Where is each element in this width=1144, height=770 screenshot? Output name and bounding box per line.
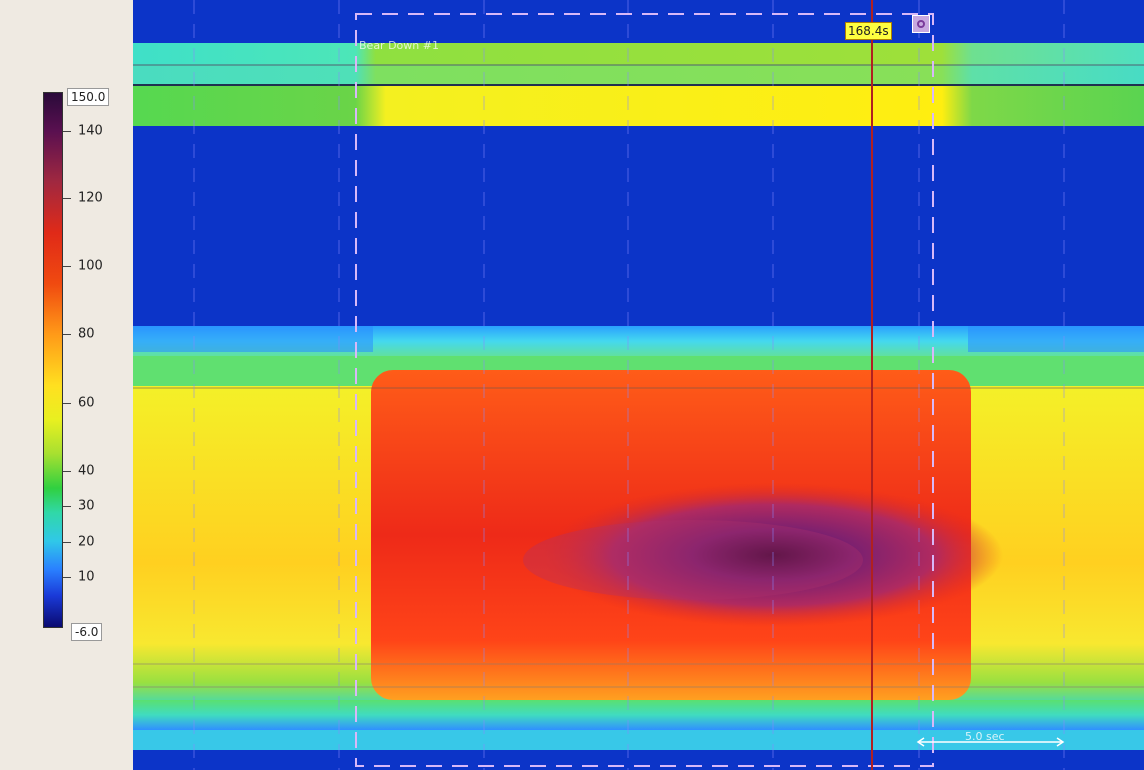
colorbar-tick [63,402,71,404]
event-handle-icon[interactable] [912,15,930,33]
colorbar-tick-label: 30 [78,498,95,514]
colorbar-min-label[interactable]: -6.0 [71,623,103,641]
scale-bar-label: 5.0 sec [965,730,1005,743]
pressure-heatmap[interactable] [133,0,1144,770]
colorbar-tick-label: 20 [78,534,95,550]
colorbar-tick [63,577,71,579]
sensor-band-3 [133,86,1144,126]
colorbar-max-label[interactable]: 150.0 [67,88,110,106]
scale-bar-arrow-right [1056,737,1065,747]
band-highlight-left [133,326,373,352]
colorbar-tick [63,130,71,132]
event-region-box[interactable] [355,13,934,767]
colorbar-tick-label: 140 [78,123,103,139]
circle-icon [917,20,925,28]
colorbar-tick-label: 40 [78,463,95,479]
sensor-band-2 [133,65,1144,84]
scale-bar-arrow-left [916,737,925,747]
colorbar-gradient [43,92,63,628]
colorbar-tick-label: 10 [78,569,95,585]
time-gridlines [193,0,1065,770]
sensor-band-7 [133,730,1144,750]
colorbar-tick [63,334,71,336]
band-highlight-right [968,326,1144,352]
colorbar-tick [63,470,71,472]
colorbar-tick [63,541,71,543]
colorbar-tick-label: 80 [78,326,95,342]
colorbar-tick-label: 60 [78,395,95,411]
peak-pressure-halo [523,520,863,600]
colorbar-tick [63,506,71,508]
colorbar-tick-label: 120 [78,190,103,206]
sensor-band-1 [133,43,1144,65]
colorbar-tick [63,198,71,200]
colorbar-tick-label: 100 [78,258,103,274]
colorbar-tick [63,266,71,268]
colorbar-panel: 150.0 -6.0 140 120 100 80 60 40 30 20 10 [0,0,133,770]
sensor-band-6 [133,700,1144,730]
event-label: Bear Down #1 [359,39,439,52]
time-marker-label[interactable]: 168.4s [845,22,892,40]
